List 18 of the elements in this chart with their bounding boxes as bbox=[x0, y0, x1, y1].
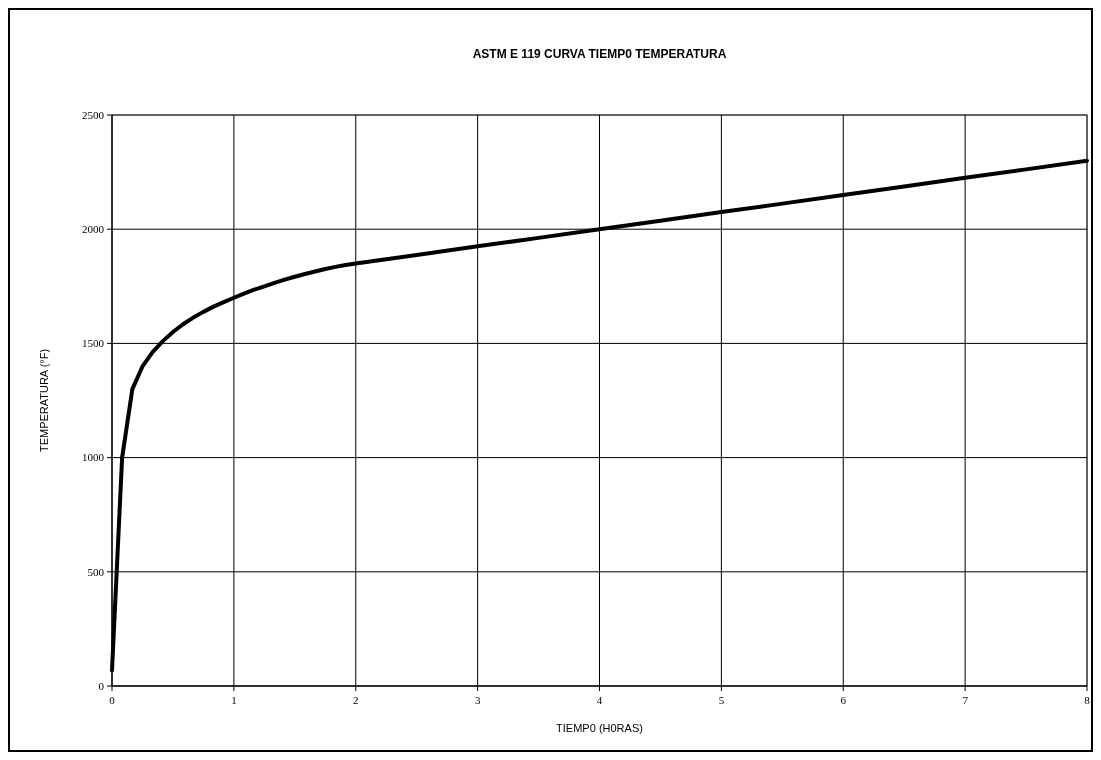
x-tick-label: 4 bbox=[596, 694, 603, 706]
x-tick-label: 5 bbox=[718, 694, 725, 706]
x-tick-label: 7 bbox=[962, 694, 969, 706]
chart-title: ASTM E 119 CURVA TIEMP0 TEMPERATURA bbox=[472, 47, 727, 61]
x-tick-label: 1 bbox=[231, 694, 237, 706]
x-tick-label: 8 bbox=[1084, 694, 1091, 706]
x-axis-title: TIEMP0 (H0RAS) bbox=[556, 722, 643, 734]
x-tick-label: 0 bbox=[109, 694, 116, 706]
y-tick-label: 0 bbox=[98, 679, 105, 692]
x-tick-label: 2 bbox=[353, 694, 359, 706]
y-tick-label: 500 bbox=[87, 565, 105, 578]
y-tick-label: 2500 bbox=[82, 108, 105, 121]
y-tick-label: 1000 bbox=[82, 451, 105, 464]
y-tick-label: 1500 bbox=[82, 337, 105, 350]
y-tick-label: 2000 bbox=[82, 223, 105, 236]
y-axis-title: TEMPERATURA (°F) bbox=[38, 348, 50, 453]
x-tick-label: 6 bbox=[840, 694, 847, 706]
x-tick-label: 3 bbox=[474, 694, 481, 706]
